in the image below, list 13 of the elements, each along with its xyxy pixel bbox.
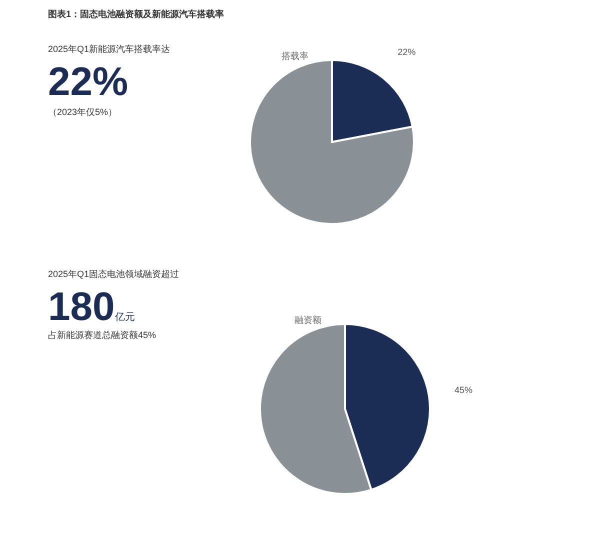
pie-slice [249, 59, 415, 225]
text: 22% [48, 60, 130, 104]
chart-title: 搭载率 [282, 51, 308, 61]
data-label: 22% [398, 46, 416, 57]
chart-title: 融资额 [294, 315, 322, 325]
text: 2025年Q1新能源汽车搭载率达 [48, 43, 172, 56]
data-label: 45% [454, 385, 473, 396]
text: 180 [48, 285, 115, 329]
text: 亿元 [114, 312, 135, 323]
text: 2025年Q1固态电池领域融资超过 [48, 268, 180, 281]
text: 图表1：固态电池融资额及新能源汽车搭载率 [48, 8, 224, 21]
text: （2023年仅5%） [48, 106, 118, 119]
text: 占新能源赛道总融资额45% [48, 329, 158, 342]
